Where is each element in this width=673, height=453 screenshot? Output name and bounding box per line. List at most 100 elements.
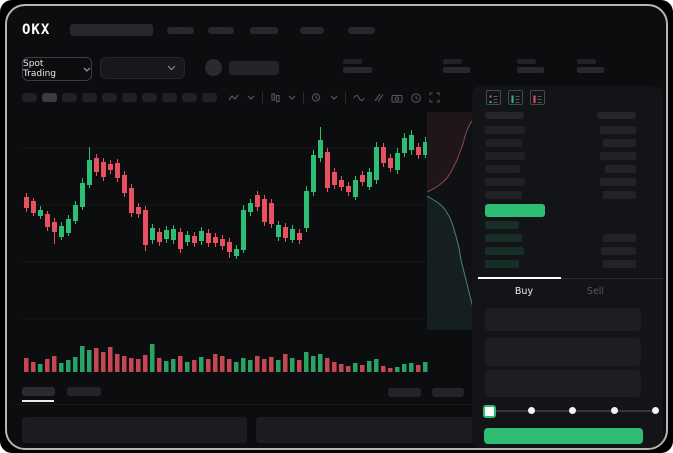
order-amount-field[interactable] xyxy=(485,338,641,366)
chevron-down-icon[interactable] xyxy=(330,95,338,100)
orderbook-last-price-bar[interactable] xyxy=(485,204,545,217)
history-clock-icon[interactable] xyxy=(410,92,422,104)
bottom-divider xyxy=(15,404,478,405)
bottom-action-placeholder[interactable] xyxy=(388,388,421,397)
orderbook-amount-bar xyxy=(605,165,636,173)
timeframe-pill[interactable] xyxy=(162,93,177,102)
orderbook-ask-row[interactable] xyxy=(478,163,663,176)
token-icon-placeholder xyxy=(205,59,222,76)
chevron-down-icon xyxy=(83,67,91,72)
bottom-tab-active-placeholder[interactable] xyxy=(22,387,55,396)
bottom-panel-placeholder xyxy=(22,417,247,443)
orderbook-ask-row[interactable] xyxy=(478,189,663,202)
interval-icon[interactable] xyxy=(311,92,323,103)
okx-logo[interactable]: OKX xyxy=(22,22,51,38)
orderbook-price-bar xyxy=(485,260,519,268)
header-search-placeholder[interactable] xyxy=(70,24,153,36)
slider-stop[interactable] xyxy=(569,407,576,414)
toolbar-divider xyxy=(345,91,346,104)
app-window: OKX Spot Trading xyxy=(5,4,668,450)
depth-chart[interactable] xyxy=(426,112,481,330)
pair-select[interactable] xyxy=(100,57,185,79)
orderbook-bid-row[interactable] xyxy=(478,219,663,232)
nav-item-placeholder[interactable] xyxy=(250,27,278,34)
timeframe-pill[interactable] xyxy=(142,93,157,102)
orderbook-ask-row[interactable] xyxy=(478,137,663,150)
toolbar-divider xyxy=(262,91,263,104)
orderbook-col-header-price xyxy=(485,112,524,119)
orderbook-amount-bar xyxy=(600,152,636,160)
chevron-down-icon[interactable] xyxy=(247,95,255,100)
bottom-action-placeholder[interactable] xyxy=(432,388,464,397)
market-type-dropdown[interactable]: Spot Trading xyxy=(22,57,92,81)
timeframe-pill[interactable] xyxy=(102,93,117,102)
compare-icon[interactable] xyxy=(373,92,384,103)
timeframe-pill[interactable] xyxy=(202,93,217,102)
orderbook-price-bar xyxy=(485,247,524,255)
price-placeholder xyxy=(229,61,279,75)
orderbook-price-bar xyxy=(485,178,525,186)
timeframe-pill[interactable] xyxy=(62,93,77,102)
orderbook-price-bar xyxy=(485,221,519,229)
tab-divider xyxy=(478,278,663,279)
amount-slider[interactable] xyxy=(483,403,659,418)
orderbook-ask-row[interactable] xyxy=(478,124,663,137)
orderbook-layout-asks-icon[interactable] xyxy=(530,90,545,105)
order-price-field[interactable] xyxy=(485,308,641,331)
timeframe-pill[interactable] xyxy=(82,93,97,102)
market-type-label: Spot Trading xyxy=(23,59,57,79)
nav-item-placeholder[interactable] xyxy=(208,27,234,34)
nav-item-placeholder[interactable] xyxy=(348,27,375,34)
orderbook-layout-bids-icon[interactable] xyxy=(508,90,523,105)
candle-type-icon[interactable] xyxy=(270,92,281,103)
candlestick-chart[interactable] xyxy=(15,108,430,340)
orderbook-amount-bar xyxy=(603,260,636,268)
orderbook-bid-row[interactable] xyxy=(478,258,663,271)
camera-icon[interactable] xyxy=(391,93,403,103)
market-stat-placeholder xyxy=(517,59,547,75)
nav-item-placeholder[interactable] xyxy=(167,27,194,34)
bottom-panel-placeholder xyxy=(256,417,478,443)
orderbook-ask-row[interactable] xyxy=(478,176,663,189)
buy-tab-indicator xyxy=(478,277,561,279)
orderbook-col-header-amount xyxy=(597,112,636,119)
orderbook-amount-bar xyxy=(603,234,636,242)
orderbook-amount-bar xyxy=(600,126,636,134)
orderbook-ask-row[interactable] xyxy=(478,150,663,163)
timeframe-pill[interactable] xyxy=(22,93,37,102)
submit-buy-button[interactable] xyxy=(484,428,643,444)
orderbook-amount-bar xyxy=(603,191,636,199)
orderbook-price-bar xyxy=(485,165,520,173)
order-total-field[interactable] xyxy=(485,370,641,397)
expand-icon[interactable] xyxy=(429,92,440,103)
toolbar-divider xyxy=(303,91,304,104)
orderbook-price-bar xyxy=(485,152,525,160)
timeframe-pill[interactable] xyxy=(182,93,197,102)
chevron-down-icon xyxy=(167,65,176,71)
volume-chart[interactable] xyxy=(15,338,430,374)
nav-item-placeholder[interactable] xyxy=(300,27,324,34)
orderbook-amount-bar xyxy=(601,247,636,255)
slider-stop[interactable] xyxy=(610,407,618,414)
timeframe-pill[interactable] xyxy=(122,93,137,102)
orderbook-layout-both-icon[interactable] xyxy=(486,90,501,105)
orderbook-bid-row[interactable] xyxy=(478,232,663,245)
indicator-wave-icon[interactable] xyxy=(353,93,366,102)
bottom-tab-underline xyxy=(22,400,54,402)
slider-handle[interactable] xyxy=(483,405,496,418)
orderbook-bids xyxy=(478,219,663,271)
timeframe-pill-active[interactable] xyxy=(42,93,57,102)
tab-sell[interactable]: Sell xyxy=(586,285,605,297)
tab-buy[interactable]: Buy xyxy=(514,285,534,297)
orderbook-amount-bar xyxy=(600,178,636,186)
slider-stop[interactable] xyxy=(527,407,535,414)
orderbook-asks xyxy=(478,124,663,202)
line-type-icon[interactable] xyxy=(228,93,240,103)
orderbook-price-bar xyxy=(485,126,525,134)
orderbook-bid-row[interactable] xyxy=(478,245,663,258)
slider-stop[interactable] xyxy=(652,407,659,414)
bottom-tab-placeholder[interactable] xyxy=(67,387,101,396)
market-stat-placeholder xyxy=(577,59,607,75)
chevron-down-icon[interactable] xyxy=(288,95,296,100)
